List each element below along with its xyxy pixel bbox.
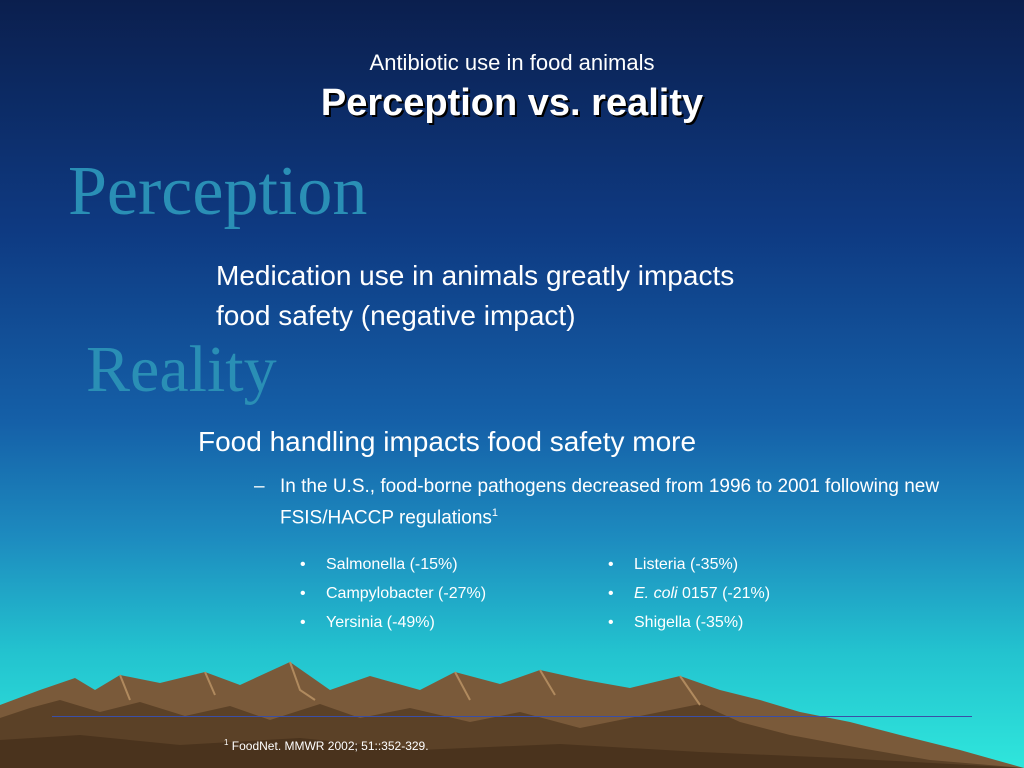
bullet-icon: • xyxy=(300,556,306,573)
list-item: • Salmonella (-15%) xyxy=(300,556,486,585)
slide-subtitle: Antibiotic use in food animals xyxy=(369,50,655,75)
list-item: • Listeria (-35%) xyxy=(608,556,770,585)
pathogen-campylobacter: Campylobacter (-27%) xyxy=(326,585,487,602)
bullet-icon: • xyxy=(300,614,306,631)
footnote-ref-marker: 1 xyxy=(491,507,499,519)
ridge-highlights xyxy=(119,661,701,706)
perception-heading: Perception xyxy=(68,153,368,230)
bullet-icon: • xyxy=(608,556,614,573)
perception-line-1: Medication use in animals greatly impact… xyxy=(216,260,735,291)
reality-heading: Reality xyxy=(86,333,277,406)
reality-subpoint-text-wrap: In the U.S., food-borne pathogens decrea… xyxy=(280,474,940,531)
bullet-icon: • xyxy=(608,614,614,631)
list-item: • Yersinia (-49%) xyxy=(300,614,486,643)
pathogen-yersinia: Yersinia (-49%) xyxy=(326,614,435,631)
pathogen-ecoli: E. coli 0157 (-21%) xyxy=(634,585,770,603)
list-item: • Shigella (-35%) xyxy=(608,614,770,643)
pathogen-salmonella: Salmonella (-15%) xyxy=(326,556,458,573)
bullet-icon: • xyxy=(608,585,614,602)
pathogen-shigella: Shigella (-35%) xyxy=(634,614,744,631)
pathogen-list-left: • Salmonella (-15%) • Campylobacter (-27%)… xyxy=(300,556,486,643)
slide-title: Perception vs. reality xyxy=(320,82,704,124)
footnote-text: FoodNet. MMWR 2002; 51::352-329. xyxy=(228,739,429,753)
list-item: • Campylobacter (-27%) xyxy=(300,585,486,614)
pathogen-ecoli-italic: E. coli xyxy=(634,585,678,602)
reality-subpoint-text: In the U.S., food-borne pathogens decrea… xyxy=(280,476,940,529)
reality-point: Food handling impacts food safety more xyxy=(198,426,697,457)
perception-line-2: food safety (negative impact) xyxy=(216,300,576,331)
footnote-number: 1 xyxy=(224,738,229,747)
foreground-slope xyxy=(0,735,1024,768)
footnote: 1 FoodNet. MMWR 2002; 51::352-329. xyxy=(224,738,429,753)
pathogen-ecoli-rest: 0157 (-21%) xyxy=(677,585,771,602)
list-item: • E. coli 0157 (-21%) xyxy=(608,585,770,614)
pathogen-list-right: • Listeria (-35%) • E. coli 0157 (-21%) • S… xyxy=(608,556,770,643)
dash-marker: – xyxy=(254,476,265,497)
bullet-icon: • xyxy=(300,585,306,602)
footnote-divider xyxy=(52,716,972,717)
pathogen-listeria: Listeria (-35%) xyxy=(634,556,739,573)
perception-statement: Medication use in animals greatly impact… xyxy=(216,256,896,336)
